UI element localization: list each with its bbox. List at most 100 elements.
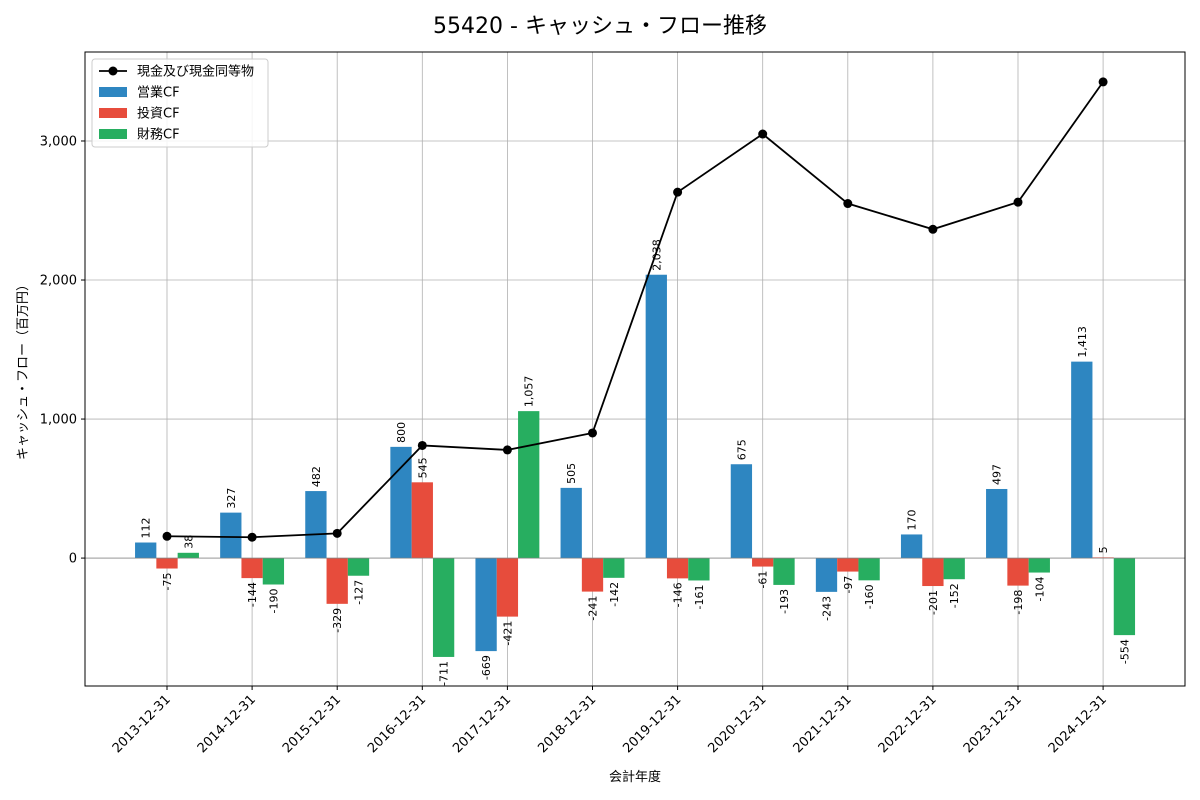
bar [305,491,327,559]
chart-title: 55420 - キャッシュ・フロー推移 [433,14,767,39]
plot-frame [84,51,1186,687]
cash-point [758,129,768,139]
y-tick-label: 0 [69,552,77,567]
legend-box [91,58,269,148]
bar-value-label: -161 [693,584,706,609]
x-tick-label: 2024-12-31 [1046,692,1110,756]
bar [666,558,689,579]
y-axis-label: キャッシュ・フロー（百万円） [16,278,31,460]
bar [837,558,859,572]
bar [986,488,1008,559]
bar-value-label: -198 [1012,590,1025,615]
bar-value-label: 675 [735,439,748,460]
cash-point [332,528,342,538]
bar [688,558,710,581]
bar [1028,558,1050,573]
bar-value-label: -241 [587,596,600,621]
cash-point [1098,77,1108,87]
x-tick-label: 2017-12-31 [450,692,514,756]
bar-value-label: -669 [480,655,493,680]
bar [177,552,199,559]
bar-value-label: 2,038 [650,239,663,271]
bar [1071,361,1093,559]
y-tick-label: 2,000 [40,274,77,289]
legend-marker-swatch [108,66,118,76]
bar [432,558,455,657]
bars-group [135,274,1136,657]
bar-value-label: 497 [991,464,1004,485]
x-tick-label: 2021-12-31 [791,692,855,756]
bar [645,274,667,559]
bar-value-label: -142 [608,582,621,607]
legend-bar-swatch [99,108,127,118]
legend-label: 財務CF [137,128,180,143]
bar [1113,558,1136,636]
cash-line [166,81,1104,539]
bar [220,512,242,559]
cash-line-series [162,77,1108,542]
bar [858,558,880,581]
bar-value-label: -329 [331,608,344,633]
legend-bar-swatch [99,87,127,97]
cash-point [502,445,512,455]
bar [943,558,965,580]
x-tick-label: 2020-12-31 [705,692,769,756]
x-tick-label: 2018-12-31 [535,692,599,756]
bar [262,558,285,585]
x-tick-label: 2015-12-31 [280,692,344,756]
bar [496,558,519,617]
bar [581,558,604,592]
cash-point [247,532,257,542]
bar [752,558,774,567]
bar-value-label: -160 [863,584,876,609]
bar-value-label: -243 [821,596,834,621]
legend-label: 投資CF [137,106,180,122]
bar [475,558,497,652]
bar-value-label: 545 [416,457,429,478]
bar [326,558,348,604]
bar-value-label: 170 [906,509,919,530]
x-tick-label: 2014-12-31 [195,692,259,756]
bar-value-label: -201 [927,590,940,615]
x-axis-label: 会計年度 [609,769,661,785]
bar [156,558,178,569]
bar-value-label: -190 [267,589,280,614]
bar-value-label: -75 [161,573,174,591]
cash-point [843,199,853,209]
x-tick-label: 2019-12-31 [620,692,684,756]
cash-point [1013,197,1023,207]
bar [603,558,625,578]
bar-value-label: -146 [672,582,685,607]
x-tick-label: 2016-12-31 [365,692,429,756]
bar-value-label: 1,413 [1076,326,1089,358]
y-tick-label: 1,000 [40,413,77,428]
legend-bar-swatch [99,129,127,139]
bar [347,558,370,576]
bar [815,558,838,592]
x-axis-ticks: 2013-12-31 2014-12-31 2015-12-31 2016-12-31… [110,686,1110,756]
bar-value-label: 327 [225,488,238,509]
bar-value-label: -104 [1033,577,1046,602]
legend-label: 営業CF [137,85,180,101]
cash-point [417,440,427,450]
x-tick-label: 2022-12-31 [876,692,940,756]
bar [773,558,795,585]
bar [411,482,433,559]
cash-point [588,428,597,438]
y-axis-ticks: 0 1,000 2,000 3,000 [40,134,85,567]
bar-value-label: 482 [310,466,323,487]
y-tick-label: 3,000 [40,134,77,149]
cash-point [162,531,172,541]
bar-value-label: 38 [182,535,195,549]
bar-labels-group: 112 327 482 800 -669 505 2,038 675 -243 170 497 1,4… [140,239,1132,686]
bar-value-label: 5 [1097,546,1110,553]
bar-value-label: -554 [1118,639,1131,664]
bar [900,534,923,559]
cash-point [673,187,683,197]
bar [1007,558,1029,586]
bar-value-label: -97 [842,576,855,594]
bar [135,542,157,559]
bar-value-label: -61 [757,571,770,589]
